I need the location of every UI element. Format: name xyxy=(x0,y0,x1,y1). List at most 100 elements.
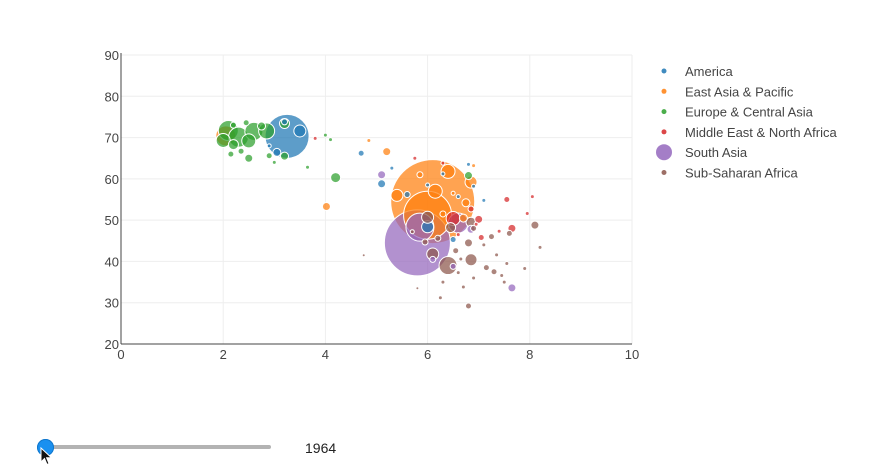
bubble-sub-saharan-africa[interactable] xyxy=(504,260,510,266)
bubble-middle-east-north-africa[interactable] xyxy=(503,196,511,203)
bubble-east-asia-pacific[interactable] xyxy=(471,163,477,169)
bubble-america[interactable] xyxy=(266,143,272,149)
legend-item-middle-east-north-africa[interactable]: Middle East & North Africa xyxy=(661,125,838,140)
bubble-sub-saharan-africa[interactable] xyxy=(463,238,473,248)
y-tick-label: 20 xyxy=(105,337,119,352)
bubble-sub-saharan-africa[interactable] xyxy=(421,210,435,224)
bubble-east-asia-pacific[interactable] xyxy=(321,202,331,212)
bubble-sub-saharan-africa[interactable] xyxy=(501,279,507,285)
bubble-east-asia-pacific[interactable] xyxy=(382,147,392,157)
bubble-south-asia[interactable] xyxy=(507,283,517,293)
bubble-america[interactable] xyxy=(455,194,461,200)
bubble-america[interactable] xyxy=(425,182,431,188)
bubble-america[interactable] xyxy=(281,118,289,126)
bubble-europe-central-asia[interactable] xyxy=(330,172,342,184)
bubble-europe-central-asia[interactable] xyxy=(242,119,250,127)
bubble-middle-east-north-africa[interactable] xyxy=(477,233,485,241)
bubble-sub-saharan-africa[interactable] xyxy=(470,224,478,232)
bubble-sub-saharan-africa[interactable] xyxy=(464,302,472,310)
legend-item-east-asia-pacific[interactable]: East Asia & Pacific xyxy=(661,84,794,99)
legend-item-europe-central-asia[interactable]: Europe & Central Asia xyxy=(661,105,814,120)
bubble-middle-east-north-africa[interactable] xyxy=(473,221,479,227)
bubble-sub-saharan-africa[interactable] xyxy=(537,244,543,250)
bubble-sub-saharan-africa[interactable] xyxy=(464,253,478,267)
bubble-middle-east-north-africa[interactable] xyxy=(412,155,418,161)
bubble-sub-saharan-africa[interactable] xyxy=(460,284,466,290)
bubble-europe-central-asia[interactable] xyxy=(244,153,254,163)
bubble-sub-saharan-africa[interactable] xyxy=(452,247,460,255)
bubble-europe-central-asia[interactable] xyxy=(322,132,328,138)
legend-item-sub-saharan-africa[interactable]: Sub-Saharan Africa xyxy=(661,166,799,181)
bubble-america[interactable] xyxy=(440,171,446,177)
bubble-middle-east-north-africa[interactable] xyxy=(496,228,502,234)
bubble-sub-saharan-africa[interactable] xyxy=(440,279,446,285)
bubble-america[interactable] xyxy=(377,179,387,189)
bubble-europe-central-asia[interactable] xyxy=(305,164,311,170)
bubble-sub-saharan-africa[interactable] xyxy=(482,264,490,272)
bubble-america[interactable] xyxy=(272,147,282,157)
bubble-south-asia[interactable] xyxy=(449,262,457,270)
bubble-middle-east-north-africa[interactable] xyxy=(455,232,461,238)
bubble-east-asia-pacific[interactable] xyxy=(366,137,372,143)
bubble-sub-saharan-africa[interactable] xyxy=(409,229,415,235)
bubble-europe-central-asia[interactable] xyxy=(463,171,473,181)
bubble-america[interactable] xyxy=(481,197,487,203)
bubble-europe-central-asia[interactable] xyxy=(241,133,257,149)
bubble-sub-saharan-africa[interactable] xyxy=(490,268,498,276)
bubble-sub-saharan-africa[interactable] xyxy=(487,233,495,241)
bubble-middle-east-north-africa[interactable] xyxy=(529,194,535,200)
legend-item-south-asia[interactable]: South Asia xyxy=(656,144,748,161)
bubble-east-asia-pacific[interactable] xyxy=(439,210,447,218)
bubble-america[interactable] xyxy=(389,165,395,171)
bubble-europe-central-asia[interactable] xyxy=(227,150,235,158)
bubble-sub-saharan-africa[interactable] xyxy=(471,275,477,281)
bubble-east-asia-pacific[interactable] xyxy=(390,188,404,202)
bubble-europe-central-asia[interactable] xyxy=(328,137,334,143)
bubble-south-asia[interactable] xyxy=(429,255,437,263)
bubble-europe-central-asia[interactable] xyxy=(257,121,267,131)
bubble-sub-saharan-africa[interactable] xyxy=(434,234,442,242)
bubble-sub-saharan-africa[interactable] xyxy=(505,229,513,237)
x-tick-label: 6 xyxy=(424,347,431,362)
bubble-europe-central-asia[interactable] xyxy=(271,159,277,165)
bubble-middle-east-north-africa[interactable] xyxy=(474,214,484,224)
bubble-america[interactable] xyxy=(449,236,457,244)
bubble-america[interactable] xyxy=(471,183,477,189)
bubble-europe-central-asia[interactable] xyxy=(229,121,237,129)
bubble-middle-east-north-africa[interactable] xyxy=(467,205,475,213)
bubble-europe-central-asia[interactable] xyxy=(237,147,245,155)
bubble-sub-saharan-africa[interactable] xyxy=(437,295,443,301)
legend[interactable]: America East Asia & Pacific Europe & Centr… xyxy=(656,64,837,181)
bubble-america[interactable] xyxy=(357,149,365,157)
slider-track[interactable] xyxy=(44,445,271,449)
bubble-america[interactable] xyxy=(465,161,471,167)
bubble-east-asia-pacific[interactable] xyxy=(458,213,468,223)
bubble-sub-saharan-africa[interactable] xyxy=(445,222,457,234)
legend-item-america[interactable]: America xyxy=(661,64,734,79)
bubble-south-asia[interactable] xyxy=(377,170,387,180)
bubble-east-asia-pacific[interactable] xyxy=(450,190,456,196)
bubble-sub-saharan-africa[interactable] xyxy=(415,286,420,291)
bubble-middle-east-north-africa[interactable] xyxy=(524,211,530,217)
bubble-sub-saharan-africa[interactable] xyxy=(530,220,540,230)
bubble-sub-saharan-africa[interactable] xyxy=(481,242,487,248)
year-slider[interactable] xyxy=(36,436,276,460)
bubble-europe-central-asia[interactable] xyxy=(280,151,290,161)
bubble-east-asia-pacific[interactable] xyxy=(461,198,471,208)
bubble-america[interactable] xyxy=(293,124,307,138)
bubble-sub-saharan-africa[interactable] xyxy=(458,256,464,262)
bubble-sub-saharan-africa[interactable] xyxy=(494,252,500,258)
bubble-middle-east-north-africa[interactable] xyxy=(440,160,446,166)
bubble-east-asia-pacific[interactable] xyxy=(416,171,424,179)
bubble-europe-central-asia[interactable] xyxy=(227,139,239,151)
bubble-sub-saharan-africa[interactable] xyxy=(522,265,528,271)
bubble-middle-east-north-africa[interactable] xyxy=(312,135,318,141)
bubble-sub-saharan-africa[interactable] xyxy=(361,253,366,258)
bubble-europe-central-asia[interactable] xyxy=(265,152,273,160)
bubble-sub-saharan-africa[interactable] xyxy=(499,272,505,278)
bubble-america[interactable] xyxy=(403,191,411,199)
bubble-east-asia-pacific[interactable] xyxy=(427,183,443,199)
bubble-sub-saharan-africa[interactable] xyxy=(455,270,461,276)
bubble-sub-saharan-africa[interactable] xyxy=(438,256,458,276)
bubble-sub-saharan-africa[interactable] xyxy=(421,238,429,246)
